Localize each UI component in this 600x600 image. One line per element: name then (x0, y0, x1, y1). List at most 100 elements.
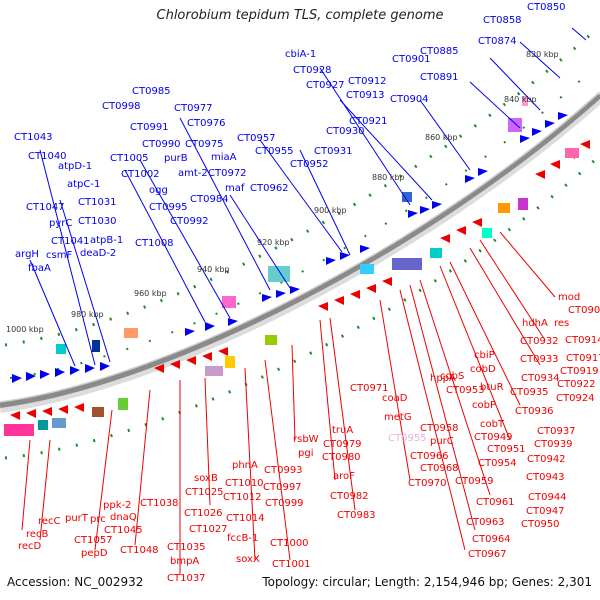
feature-block (4, 424, 34, 436)
gene-label: CT0983 (337, 510, 376, 521)
feature-block (118, 398, 128, 410)
gene-label: CT0985 (132, 86, 171, 97)
gene-label: ogg (149, 185, 168, 196)
reverse-gene-arrow (42, 407, 52, 416)
forward-gene-arrow (290, 286, 300, 294)
gene-label: CT0949 (474, 432, 513, 443)
forward-gene-arrow (205, 322, 215, 331)
gene-label: CT0935 (510, 387, 549, 398)
gene-label: CT0971 (350, 383, 389, 394)
gene-label: CT1057 (74, 535, 113, 546)
reverse-leader-line (469, 247, 541, 366)
forward-leader-line (571, 27, 587, 41)
gene-label: CT1025 (185, 487, 224, 498)
backbone-highlight (0, 91, 600, 403)
forward-leader-line (59, 199, 111, 363)
gene-label: cbiP (474, 350, 495, 361)
gene-label: CT0995 (149, 202, 188, 213)
gene-label: CT0936 (515, 406, 554, 417)
scale-label: 940 kbp (197, 265, 230, 274)
reverse-gene-arrow (382, 277, 392, 286)
feature-block (482, 228, 492, 238)
gene-label: CT1047 (26, 202, 65, 213)
faded-gene-label: CT0955 (388, 433, 427, 444)
gene-label: CT0850 (527, 2, 566, 13)
reverse-leader-line (399, 289, 466, 551)
reverse-gene-arrow (366, 284, 376, 293)
gene-label: atpD-1 (58, 161, 92, 172)
gene-label: atpB-1 (90, 235, 123, 246)
forward-leader-line (469, 81, 521, 129)
forward-leader-line (139, 159, 231, 319)
feature-block (124, 328, 138, 338)
scale-label: 900 kbp (314, 206, 347, 215)
forward-gene-arrow (532, 128, 542, 136)
reverse-gene-labels: mod CT0909 res hdhA CT0914 CT0932 CT0917… (18, 292, 600, 584)
feature-block (225, 356, 235, 368)
gene-label: hdhA (522, 318, 548, 329)
reverse-leader-line (204, 377, 211, 506)
gene-label: CT0953 (446, 385, 485, 396)
gene-label: CT1045 (104, 525, 143, 536)
gene-label: rsbW (293, 434, 319, 445)
reverse-leader-line (21, 439, 31, 531)
reverse-leader-line (291, 344, 296, 441)
scale-label: 1000 kbp (6, 325, 44, 334)
gene-label: CT0914 (565, 335, 600, 346)
gene-label: CT0932 (520, 336, 559, 347)
gene-label: CT0991 (130, 122, 169, 133)
reverse-gene-arrow (154, 364, 164, 373)
gene-label: mod (558, 292, 580, 303)
gene-label: fccB-1 (227, 533, 258, 544)
gene-label: dnaQ (110, 512, 137, 523)
reverse-gene-arrow (58, 405, 68, 414)
scale-label: 920 kbp (257, 238, 290, 247)
reverse-gene-arrow (472, 218, 482, 227)
reverse-gene-arrow (535, 170, 545, 179)
gene-label: pepD (81, 548, 108, 559)
gene-label: CT1038 (140, 498, 179, 509)
gene-label: CT0968 (420, 463, 459, 474)
gene-label: CT0979 (323, 439, 362, 450)
reverse-gene-arrow (318, 302, 328, 311)
gene-label: purT (65, 513, 89, 524)
scale-label: 860 kbp (425, 133, 458, 142)
gene-label: CT0961 (476, 497, 515, 508)
gene-label: CT0919 (560, 366, 599, 377)
feature-block (360, 264, 374, 274)
reverse-gene-arrow (334, 296, 344, 305)
feature-block (508, 118, 522, 132)
gene-label: CT0972 (208, 168, 247, 179)
gene-label: CT0967 (468, 549, 507, 560)
reverse-leader-line (244, 367, 256, 561)
forward-gene-arrow (326, 257, 336, 265)
reverse-leader-line (499, 231, 556, 298)
forward-gene-arrow (55, 368, 65, 377)
feature-block (92, 340, 100, 352)
gene-label: CT0931 (314, 146, 353, 157)
genome-backbone (0, 92, 600, 408)
genome-summary-text: Topology: circular; Length: 2,154,946 bp… (262, 575, 592, 589)
feature-block (268, 266, 290, 282)
forward-gene-arrow (520, 135, 530, 143)
gene-label: pgi (298, 448, 313, 459)
gene-label: CT0921 (349, 116, 388, 127)
gene-label: CT0930 (326, 126, 365, 137)
reverse-gene-arrow (170, 360, 180, 369)
gene-label: CT1026 (184, 508, 223, 519)
reverse-leader-line (379, 299, 411, 481)
feature-blocks (4, 96, 579, 436)
feature-block (222, 296, 236, 308)
gene-label: CT1008 (135, 238, 174, 249)
reverse-gene-arrow (218, 347, 228, 356)
inner-tick-ring (4, 158, 597, 460)
gene-label: CT0927 (306, 80, 345, 91)
forward-gene-arrow (26, 372, 36, 381)
gene-label: csmF (46, 250, 72, 261)
gene-label: CT1037 (167, 573, 206, 584)
gene-label: pyrC (49, 218, 72, 229)
gene-label: CT0970 (408, 478, 447, 489)
gene-label: cobT (480, 419, 505, 430)
forward-gene-arrow (408, 210, 418, 218)
